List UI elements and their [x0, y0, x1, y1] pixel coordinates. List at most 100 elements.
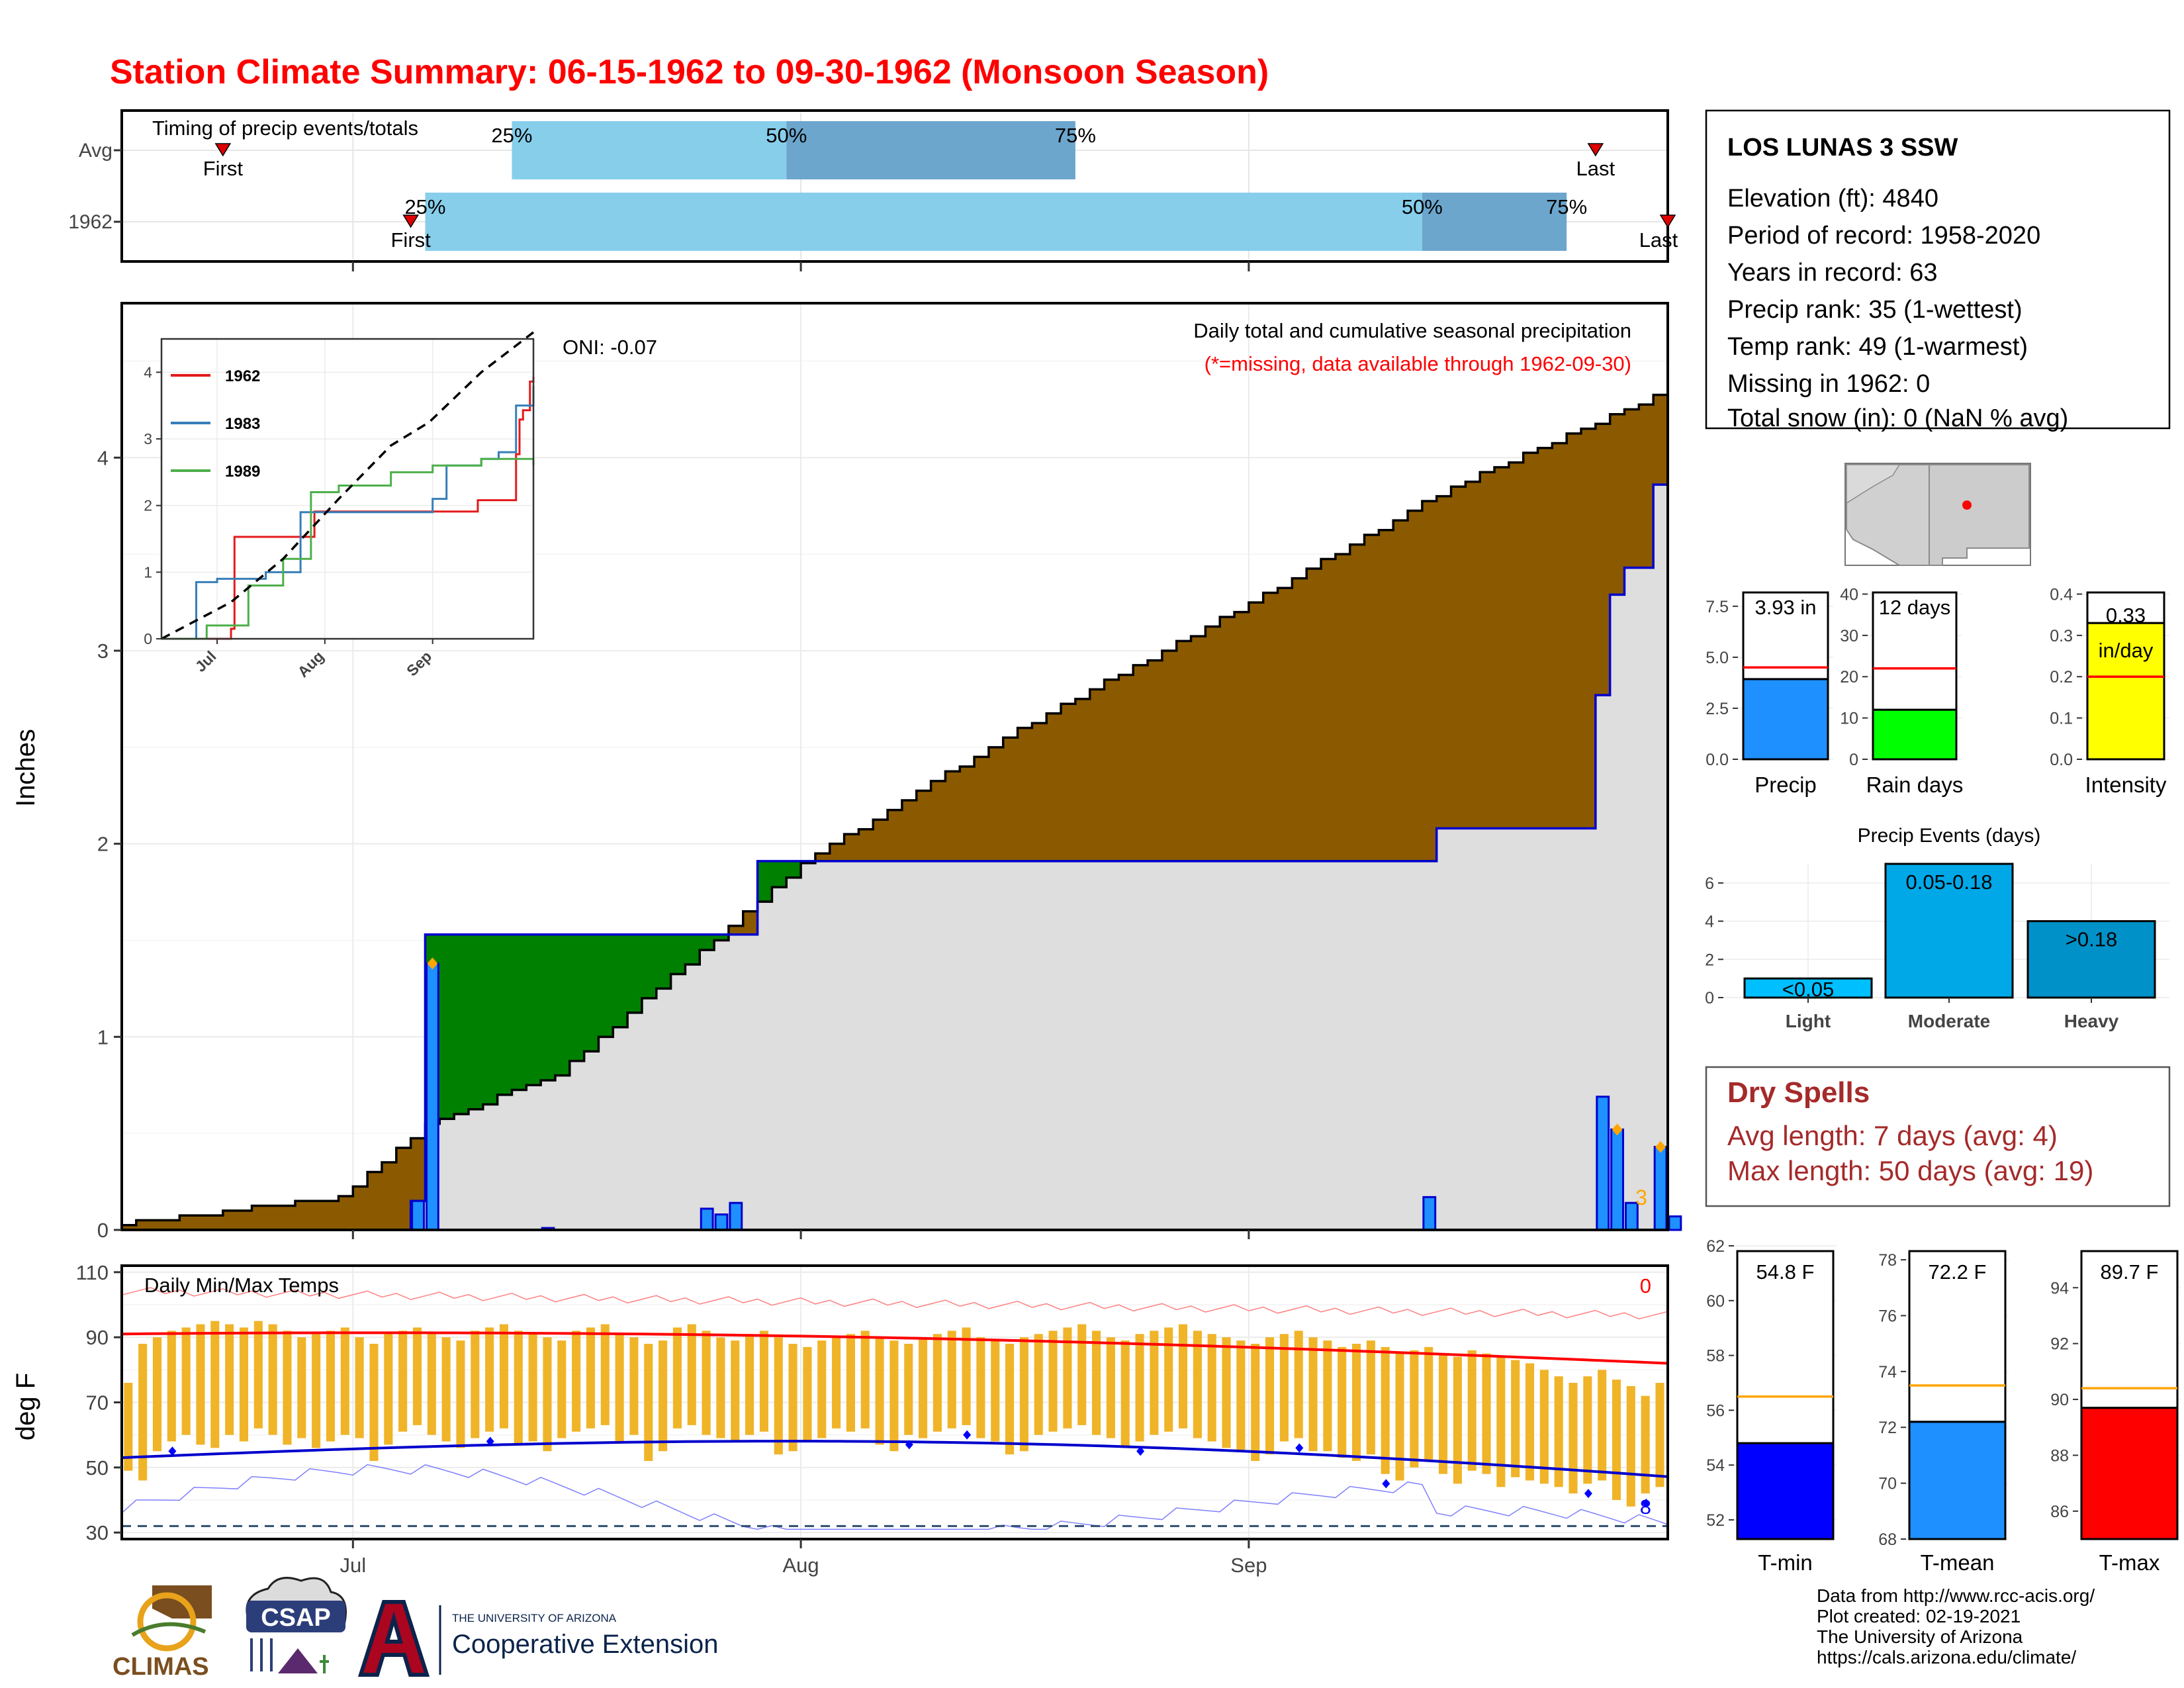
temp-daily-range-bar [629, 1337, 639, 1435]
precip-daily-bar [1653, 1146, 1668, 1231]
precip-surplus-area [685, 934, 700, 964]
precip-deficit-area [1061, 704, 1076, 861]
temp-daily-range-bar [1236, 1340, 1246, 1452]
timing-p25-label: 25% [404, 195, 445, 218]
station-period: Period of record: 1958-2020 [1727, 222, 2040, 250]
temp-daily-range-bar [485, 1327, 494, 1432]
temp-xtick-label: Jul [340, 1554, 366, 1577]
timing-first-marker [214, 143, 232, 157]
temp-summary-ytick-label: 72 [1878, 1419, 1897, 1437]
summary-bar [1742, 678, 1829, 761]
precip-surplus-area [627, 934, 643, 1013]
temp-summary-value-label: 72.2 F [1929, 1260, 1987, 1284]
summary-bar-category-label: Intensity [2085, 773, 2167, 797]
summary-bar-value-label: 12 days [1879, 596, 1951, 619]
temp-daily-range-bar [644, 1344, 653, 1461]
precip-events-bar [2026, 920, 2156, 999]
precip-deficit-area [324, 1201, 340, 1230]
temp-daily-range-bar [1410, 1350, 1419, 1468]
logo-university-of-arizona: THE UNIVERSITY OF ARIZONA Cooperative Ex… [357, 1600, 718, 1677]
temp-daily-range-bar [471, 1331, 480, 1438]
map-station-marker [1962, 500, 1972, 510]
precip-daily-bar [729, 1201, 743, 1231]
precip-deficit-area [1118, 675, 1134, 861]
temp-daily-range-bar [716, 1337, 725, 1438]
inset-series-line [161, 457, 535, 640]
precip-deficit-area [1552, 443, 1567, 829]
precip-surplus-area [439, 934, 455, 1119]
precip-deficit-area [1292, 578, 1307, 861]
temp-daily-range-bar [1135, 1334, 1144, 1442]
temp-summary-value-label: 54.8 F [1756, 1260, 1815, 1284]
precip-deficit-area [988, 747, 1004, 861]
precip-deficit-area [237, 1210, 253, 1230]
precip-missing-note: (*=missing, data available through 1962-… [1205, 352, 1631, 375]
temp-summary-value-label: 89.7 F [2101, 1260, 2159, 1284]
precip-record-marker [1655, 1141, 1666, 1153]
precip-surplus-area [714, 934, 729, 941]
locator-map [1844, 463, 2031, 566]
summary-bars: 0.0 2.5 5.0 7.5 3.93 in Precip 0 10 20 30 40 12 day… [1706, 585, 2169, 797]
temp-summary-ytick-label: 56 [1706, 1401, 1725, 1420]
temp-xtick-label: Sep [1230, 1554, 1267, 1577]
precip-daily-bar [700, 1207, 714, 1231]
temp-daily-range-bar [1034, 1334, 1043, 1435]
precip-deficit-area [1032, 723, 1047, 861]
timing-first-label: First [203, 157, 244, 180]
temp-ylabel: deg F [11, 1373, 40, 1440]
temp-daily-range-bar [1525, 1363, 1535, 1481]
csap-banner [246, 1601, 345, 1632]
precip-deficit-area [1349, 544, 1365, 861]
temp-summary-bar [1908, 1421, 2007, 1540]
precip-deficit-area [338, 1196, 353, 1230]
temp-record-low-marker [168, 1446, 177, 1456]
temp-daily-range-bar [124, 1383, 133, 1471]
summary-bar-value-unit: in/day [2099, 639, 2154, 662]
temp-daily-range-bar [860, 1331, 870, 1429]
precip-events-bar-label: >0.18 [2066, 928, 2117, 951]
precip-deficit-area [136, 1220, 152, 1230]
precip-deficit-area [396, 1148, 412, 1230]
temp-daily-range-bar [1598, 1370, 1607, 1481]
timing-p50-label: 50% [766, 124, 807, 147]
summary-bar-ytick-label: 7.5 [1706, 598, 1729, 616]
temp-daily-range-bar [427, 1334, 436, 1435]
precip-deficit-area [1408, 510, 1423, 861]
climas-sun-icon [137, 1592, 197, 1652]
dry-spells-title: Dry Spells [1727, 1076, 1870, 1109]
dry-spells-max: Max length: 50 days (avg: 19) [1727, 1155, 2093, 1186]
temp-daily-range-bar [1005, 1344, 1015, 1455]
precip-deficit-area [179, 1215, 195, 1230]
temp-daily-range-bar [1265, 1337, 1275, 1455]
credit-line-1: Data from http://www.rcc-acis.org/ [1817, 1585, 2095, 1606]
temp-daily-range-bar [1294, 1331, 1303, 1438]
temp-record-low-marker [905, 1440, 913, 1450]
precip-deficit-area [309, 1201, 325, 1230]
precip-deficit-area [901, 800, 917, 861]
temp-daily-range-bar [919, 1337, 928, 1438]
precip-deficit-area [150, 1220, 166, 1230]
temp-daily-range-bar [456, 1340, 465, 1448]
precip-deficit-area [266, 1205, 281, 1230]
ua-small-text: THE UNIVERSITY OF ARIZONA [452, 1612, 617, 1624]
temp-summary-ytick-label: 92 [2050, 1335, 2069, 1354]
temp-daily-range-bar [210, 1321, 220, 1448]
csap-mountain-icon [278, 1648, 318, 1673]
temp-daily-range-bar [875, 1337, 884, 1445]
credits: Data from http://www.rcc-acis.org/ Plot … [1817, 1585, 2095, 1667]
summary-bar-ytick-label: 40 [1840, 585, 1858, 604]
timing-last-label: Last [1576, 157, 1615, 180]
temp-daily-range-bar [731, 1340, 740, 1442]
summary-bar-ytick-label: 0.3 [2050, 627, 2073, 645]
precip-daily-bar [411, 1199, 425, 1231]
temp-summary-ytick-label: 90 [2050, 1391, 2069, 1409]
temp-daily-range-bar [312, 1334, 321, 1448]
summary-bar-ytick-label: 5.0 [1706, 649, 1729, 667]
temp-chart-title: Daily Min/Max Temps [144, 1274, 339, 1297]
temp-daily-range-bar [1655, 1383, 1664, 1487]
precip-deficit-area [1639, 404, 1654, 568]
inset-ytick-label: 0 [144, 630, 152, 647]
temp-summary-ytick-label: 86 [2050, 1503, 2069, 1521]
temp-record-low-marker [1584, 1489, 1592, 1499]
temp-panel: deg F 30 50 70 90 110 Jul Aug Sep Daily Min/Max … [11, 1261, 1669, 1577]
